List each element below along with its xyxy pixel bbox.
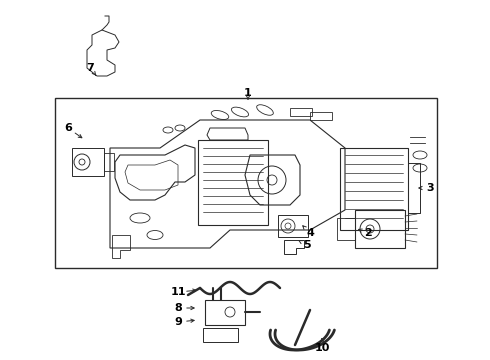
Bar xyxy=(340,148,408,230)
Bar xyxy=(55,98,437,268)
Bar xyxy=(104,153,114,171)
Text: 3: 3 xyxy=(426,183,434,193)
Text: 4: 4 xyxy=(306,228,314,238)
Bar xyxy=(310,112,332,120)
Bar xyxy=(203,328,238,342)
Text: 6: 6 xyxy=(64,123,72,133)
Text: 10: 10 xyxy=(314,343,330,353)
Text: 7: 7 xyxy=(86,63,94,73)
Bar xyxy=(290,108,312,116)
Text: 9: 9 xyxy=(174,317,182,327)
Text: 1: 1 xyxy=(244,88,252,98)
Bar xyxy=(198,140,268,225)
Bar xyxy=(205,300,245,325)
Text: 11: 11 xyxy=(170,287,186,297)
Text: 5: 5 xyxy=(303,240,311,250)
Bar xyxy=(72,148,104,176)
Bar xyxy=(337,218,355,240)
Bar xyxy=(355,210,405,248)
Text: 2: 2 xyxy=(364,228,372,238)
Text: 8: 8 xyxy=(174,303,182,313)
